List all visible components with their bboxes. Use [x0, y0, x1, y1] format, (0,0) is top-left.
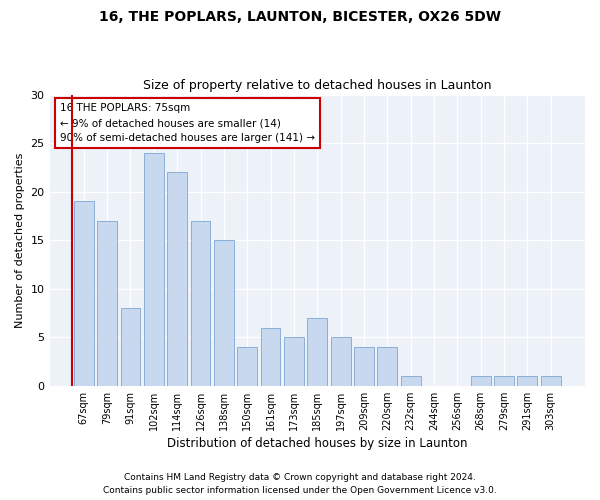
Bar — [214, 240, 234, 386]
Y-axis label: Number of detached properties: Number of detached properties — [15, 152, 25, 328]
Text: 16 THE POPLARS: 75sqm
← 9% of detached houses are smaller (14)
90% of semi-detac: 16 THE POPLARS: 75sqm ← 9% of detached h… — [60, 104, 315, 143]
Bar — [517, 376, 538, 386]
Bar — [377, 347, 397, 386]
Text: Contains HM Land Registry data © Crown copyright and database right 2024.
Contai: Contains HM Land Registry data © Crown c… — [103, 474, 497, 495]
Bar — [541, 376, 560, 386]
Bar — [121, 308, 140, 386]
Bar — [331, 338, 350, 386]
Bar — [354, 347, 374, 386]
Bar — [167, 172, 187, 386]
Bar — [307, 318, 327, 386]
Text: 16, THE POPLARS, LAUNTON, BICESTER, OX26 5DW: 16, THE POPLARS, LAUNTON, BICESTER, OX26… — [99, 10, 501, 24]
Bar — [238, 347, 257, 386]
Bar — [471, 376, 491, 386]
Bar — [191, 221, 211, 386]
Title: Size of property relative to detached houses in Launton: Size of property relative to detached ho… — [143, 79, 491, 92]
Bar — [144, 153, 164, 386]
Bar — [97, 221, 117, 386]
Bar — [284, 338, 304, 386]
Bar — [260, 328, 280, 386]
Bar — [74, 202, 94, 386]
Bar — [401, 376, 421, 386]
Bar — [494, 376, 514, 386]
X-axis label: Distribution of detached houses by size in Launton: Distribution of detached houses by size … — [167, 437, 467, 450]
